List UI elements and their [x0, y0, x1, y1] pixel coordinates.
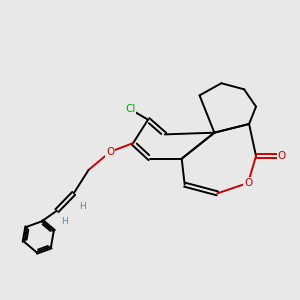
- Text: H: H: [61, 217, 68, 226]
- Text: O: O: [278, 151, 286, 161]
- Text: O: O: [106, 147, 115, 157]
- Text: O: O: [244, 178, 252, 188]
- Text: Cl: Cl: [125, 104, 135, 114]
- Text: H: H: [79, 202, 86, 211]
